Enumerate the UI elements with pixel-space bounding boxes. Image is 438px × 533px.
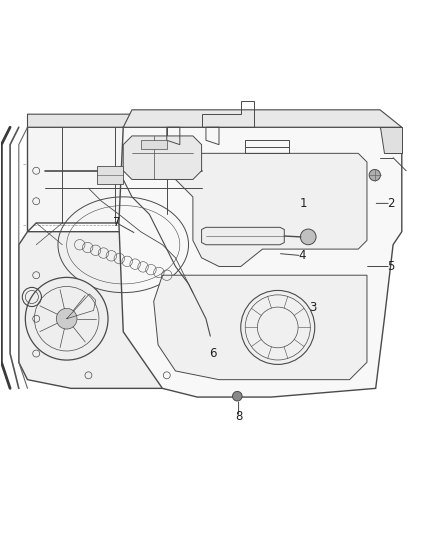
Text: 5: 5 [387,260,395,273]
Circle shape [300,229,316,245]
Polygon shape [154,154,367,266]
Polygon shape [97,166,123,184]
Polygon shape [123,136,201,180]
Circle shape [25,277,108,360]
Text: 4: 4 [298,249,305,262]
Polygon shape [28,127,219,232]
Circle shape [369,169,381,181]
Text: 1: 1 [300,197,307,210]
Polygon shape [141,140,167,149]
Text: 3: 3 [309,301,316,314]
Polygon shape [380,127,402,154]
Text: 7: 7 [113,216,120,230]
Text: 6: 6 [209,347,216,360]
Polygon shape [123,110,402,127]
Polygon shape [28,114,210,127]
Circle shape [233,391,242,401]
Polygon shape [119,127,402,397]
Polygon shape [201,228,284,245]
Polygon shape [19,232,228,389]
Text: 2: 2 [387,197,395,210]
Circle shape [57,309,77,329]
Text: 8: 8 [235,410,242,423]
Polygon shape [154,275,367,379]
